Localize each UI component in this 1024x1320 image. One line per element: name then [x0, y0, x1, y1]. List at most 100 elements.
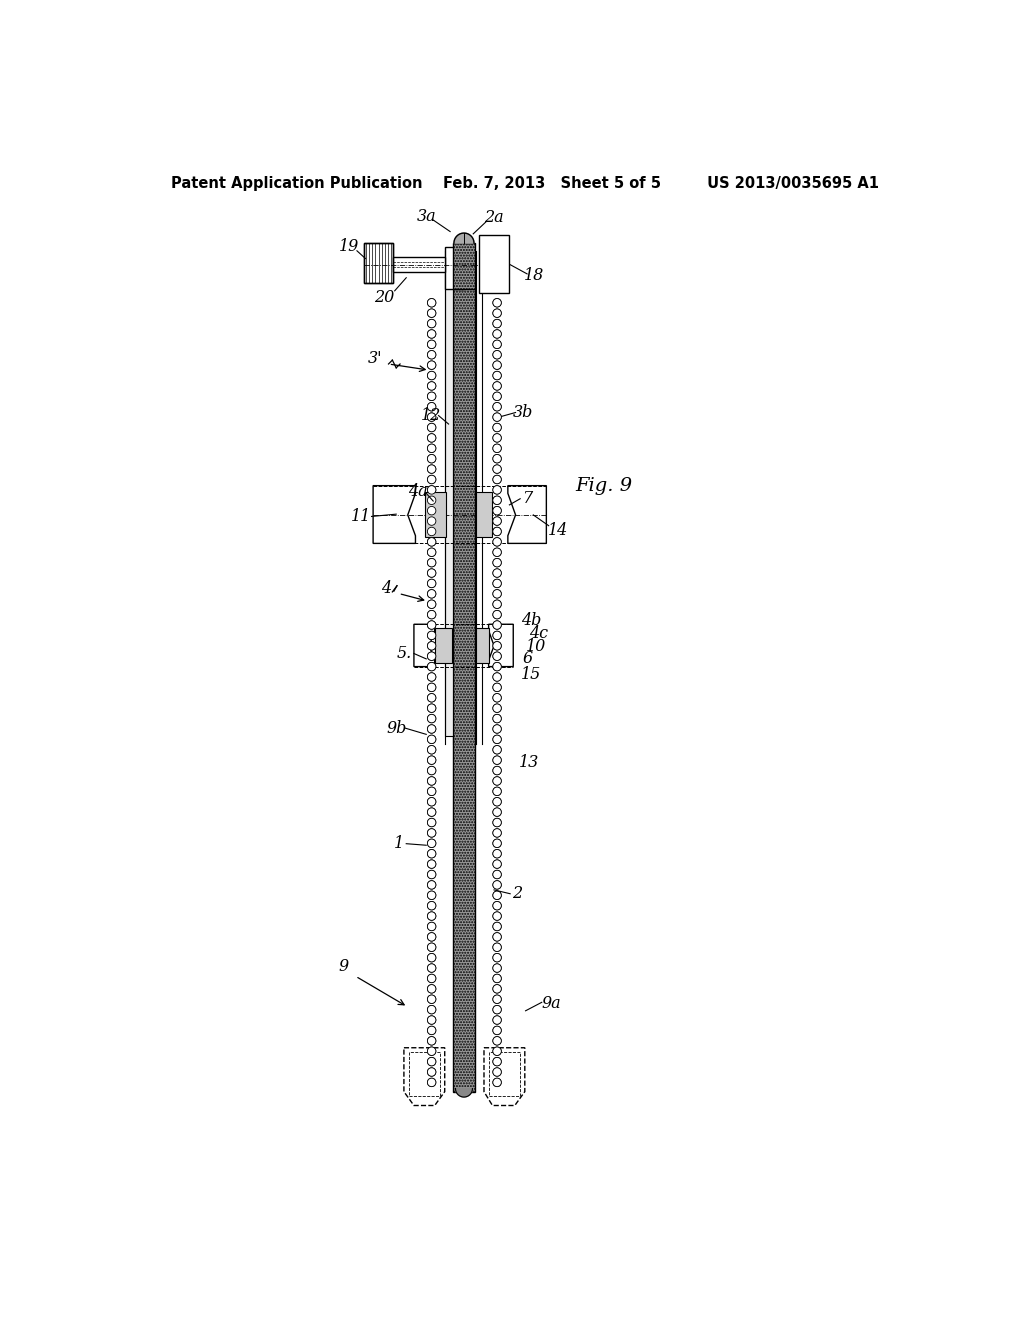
Circle shape: [427, 642, 436, 649]
Circle shape: [427, 309, 436, 317]
Circle shape: [427, 392, 436, 400]
Polygon shape: [403, 1048, 444, 1106]
Circle shape: [427, 1068, 436, 1076]
Circle shape: [493, 507, 502, 515]
Circle shape: [493, 902, 502, 909]
Circle shape: [427, 964, 436, 973]
Circle shape: [493, 309, 502, 317]
Circle shape: [427, 912, 436, 920]
Circle shape: [427, 870, 436, 879]
Circle shape: [427, 829, 436, 837]
Circle shape: [493, 756, 502, 764]
Circle shape: [427, 610, 436, 619]
Text: 4b: 4b: [521, 612, 541, 628]
Circle shape: [493, 610, 502, 619]
Circle shape: [493, 642, 502, 649]
Circle shape: [493, 454, 502, 463]
Circle shape: [493, 663, 502, 671]
Circle shape: [427, 360, 436, 370]
Circle shape: [493, 1068, 502, 1076]
Circle shape: [427, 1047, 436, 1056]
Circle shape: [427, 746, 436, 754]
Text: 5.: 5.: [397, 645, 413, 663]
Circle shape: [427, 995, 436, 1003]
Circle shape: [427, 942, 436, 952]
Circle shape: [427, 392, 436, 400]
Circle shape: [427, 746, 436, 754]
Text: Patent Application Publication    Feb. 7, 2013   Sheet 5 of 5         US 2013/00: Patent Application Publication Feb. 7, 2…: [171, 176, 879, 190]
Circle shape: [427, 330, 436, 338]
Circle shape: [427, 537, 436, 546]
Circle shape: [427, 507, 436, 515]
Circle shape: [493, 496, 502, 504]
Circle shape: [493, 673, 502, 681]
Circle shape: [493, 631, 502, 640]
Circle shape: [493, 776, 502, 785]
Circle shape: [427, 537, 436, 546]
Circle shape: [493, 537, 502, 546]
Circle shape: [493, 434, 502, 442]
Circle shape: [493, 652, 502, 660]
Circle shape: [493, 601, 502, 609]
Circle shape: [493, 663, 502, 671]
Circle shape: [427, 351, 436, 359]
Circle shape: [427, 403, 436, 411]
Circle shape: [493, 590, 502, 598]
Circle shape: [493, 891, 502, 899]
Bar: [475, 628, 488, 663]
Text: 9a: 9a: [541, 995, 561, 1012]
Circle shape: [493, 840, 502, 847]
Circle shape: [427, 1016, 436, 1024]
Circle shape: [427, 548, 436, 557]
Circle shape: [427, 454, 436, 463]
Circle shape: [427, 933, 436, 941]
Circle shape: [493, 610, 502, 619]
Circle shape: [427, 684, 436, 692]
Circle shape: [493, 953, 502, 962]
Text: 2a: 2a: [484, 209, 504, 226]
Polygon shape: [454, 234, 474, 243]
Circle shape: [493, 1006, 502, 1014]
Circle shape: [427, 995, 436, 1003]
Circle shape: [493, 465, 502, 474]
Bar: [364, 243, 393, 284]
Circle shape: [427, 725, 436, 733]
Circle shape: [493, 808, 502, 816]
Circle shape: [493, 351, 502, 359]
Polygon shape: [373, 486, 416, 544]
Circle shape: [427, 942, 436, 952]
Circle shape: [427, 964, 436, 973]
Circle shape: [493, 486, 502, 494]
Circle shape: [493, 413, 502, 421]
Circle shape: [493, 517, 502, 525]
Circle shape: [493, 424, 502, 432]
Circle shape: [427, 434, 436, 442]
Circle shape: [427, 620, 436, 630]
Circle shape: [493, 475, 502, 483]
Circle shape: [493, 1078, 502, 1086]
Bar: [364, 243, 393, 284]
Circle shape: [493, 341, 502, 348]
Circle shape: [493, 985, 502, 993]
Circle shape: [493, 1068, 502, 1076]
Circle shape: [427, 496, 436, 504]
Bar: [489, 1052, 520, 1096]
Circle shape: [493, 527, 502, 536]
Circle shape: [493, 829, 502, 837]
Circle shape: [427, 902, 436, 909]
Circle shape: [493, 631, 502, 640]
Circle shape: [493, 620, 502, 630]
Circle shape: [427, 486, 436, 494]
Circle shape: [427, 693, 436, 702]
Circle shape: [493, 818, 502, 826]
Circle shape: [427, 620, 436, 630]
Circle shape: [493, 933, 502, 941]
Circle shape: [493, 942, 502, 952]
Circle shape: [493, 797, 502, 807]
Circle shape: [427, 735, 436, 743]
Circle shape: [493, 1026, 502, 1035]
Circle shape: [493, 601, 502, 609]
Circle shape: [493, 912, 502, 920]
Circle shape: [427, 797, 436, 807]
Circle shape: [427, 673, 436, 681]
